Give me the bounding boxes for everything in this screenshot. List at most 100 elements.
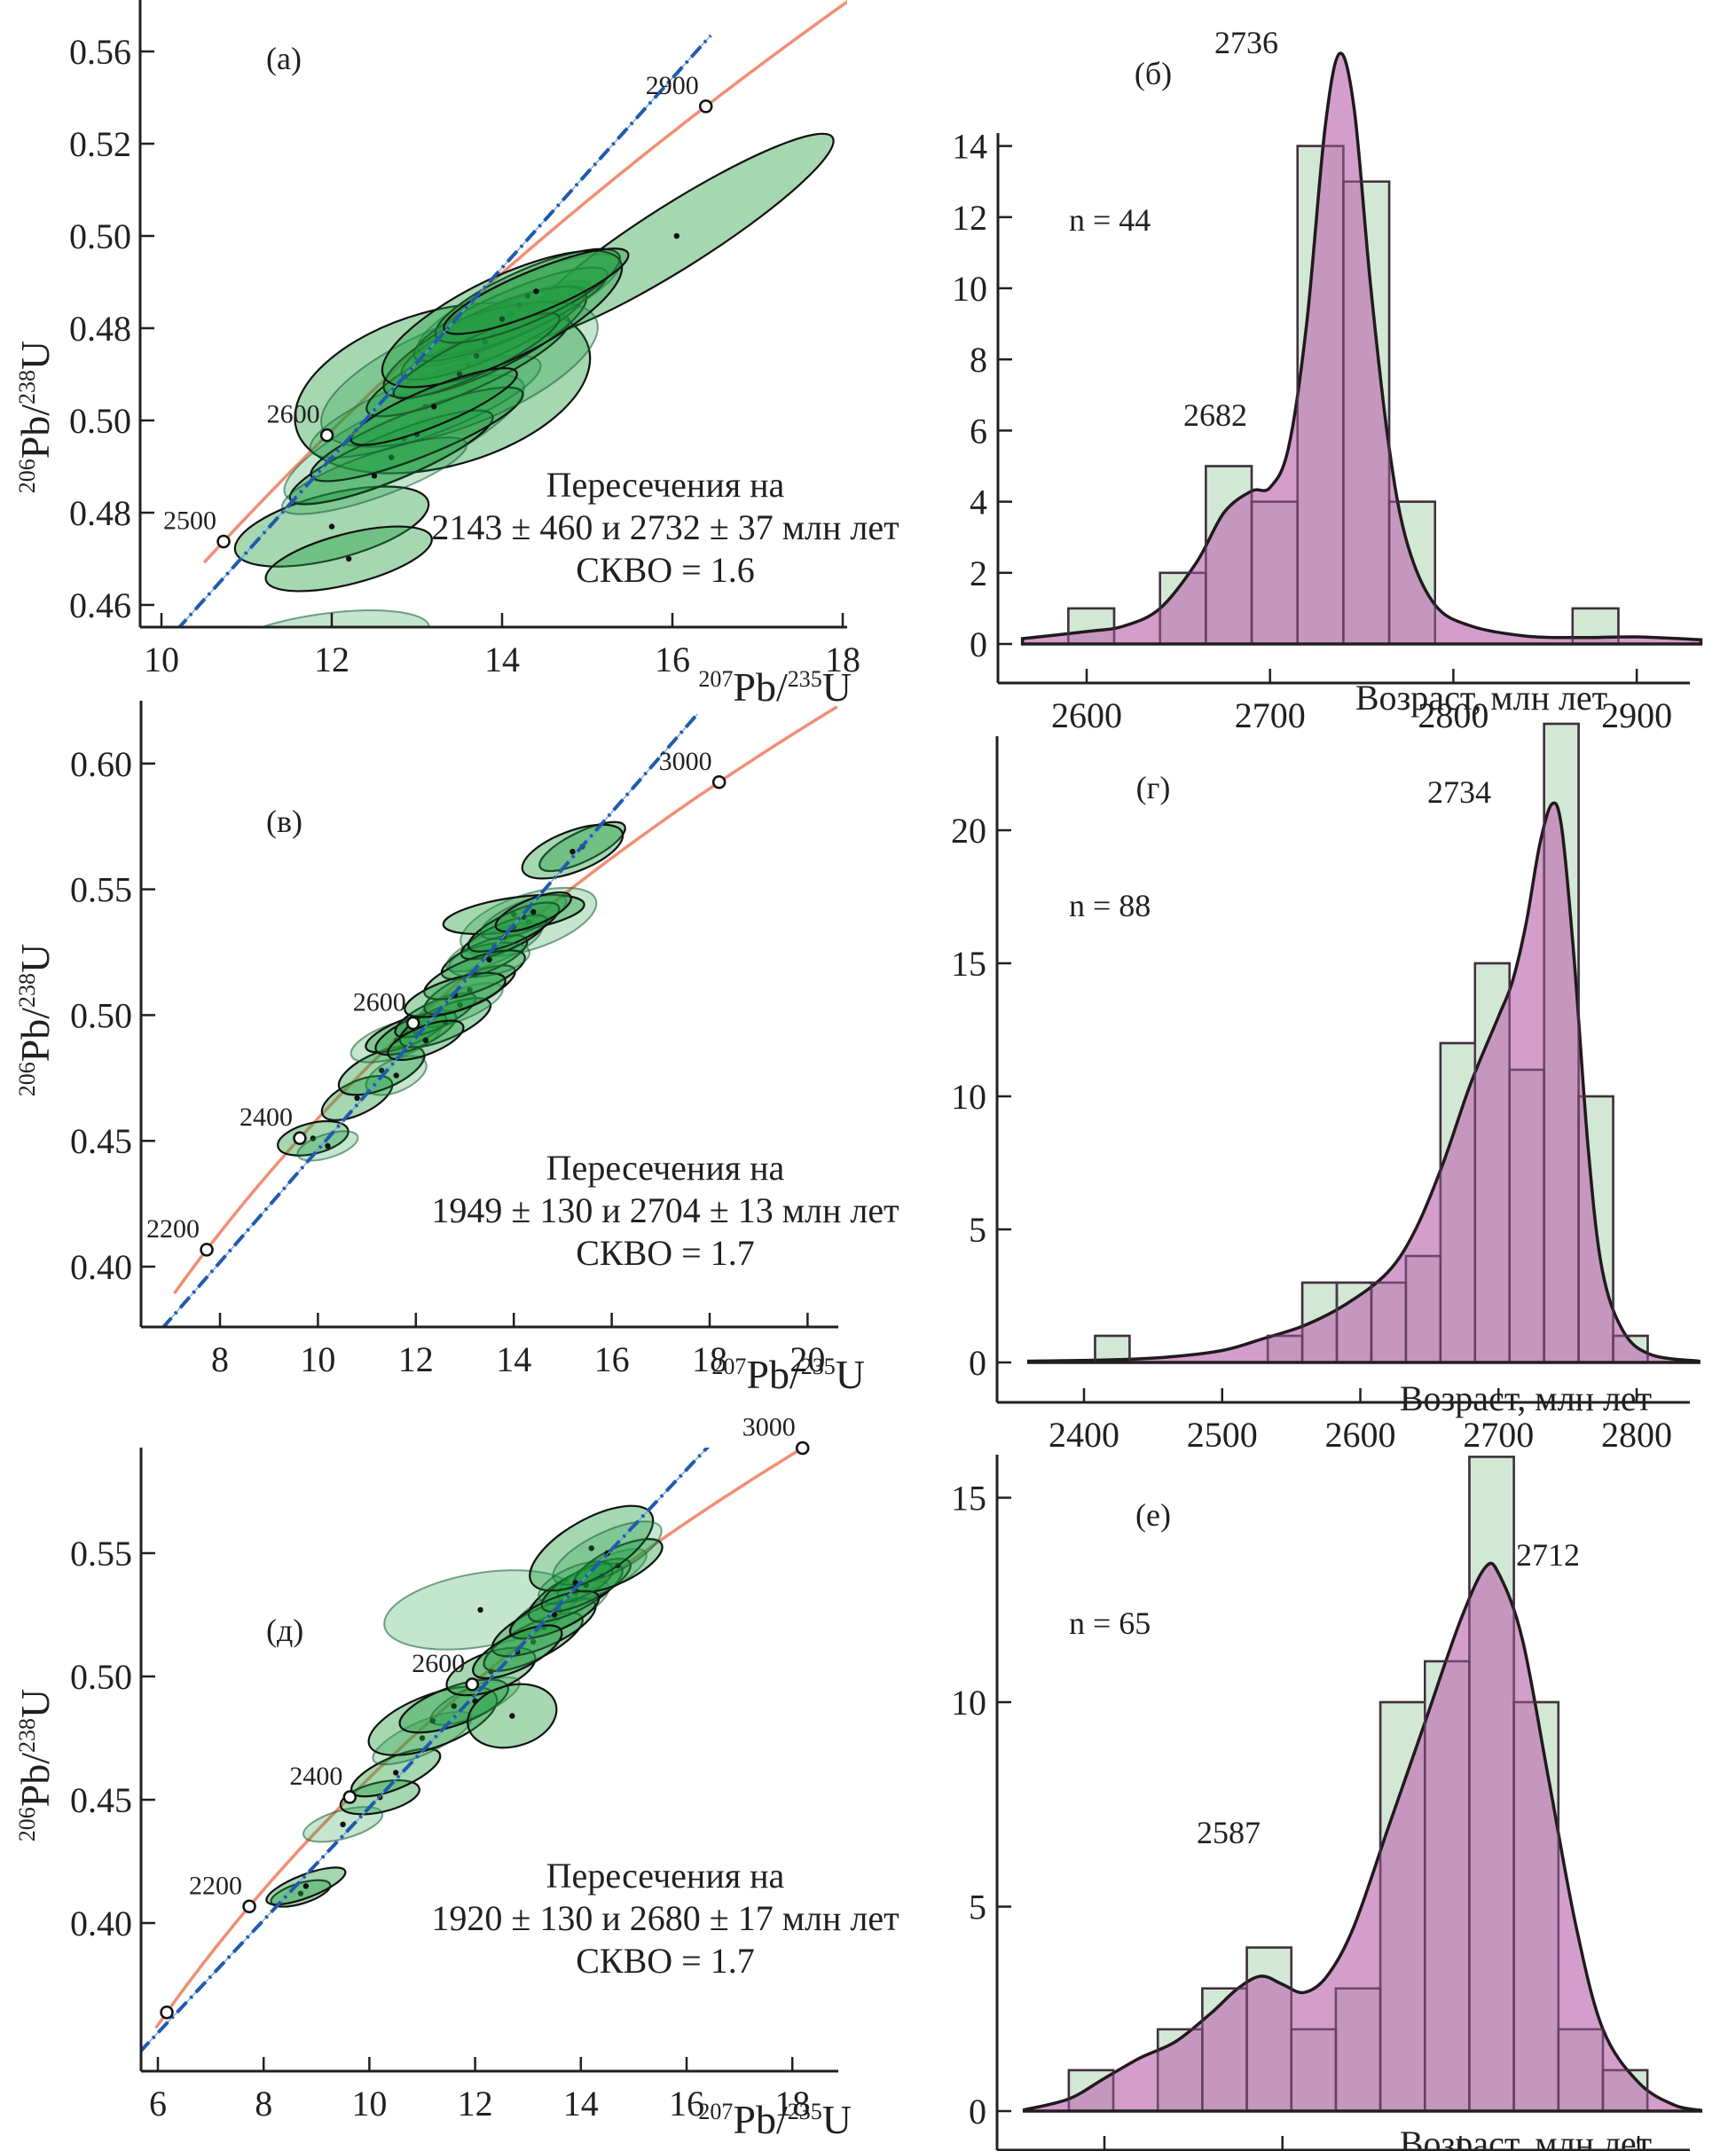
ellipse-center-dot [507,311,514,318]
ellipse-center-dot [378,1067,385,1073]
y-tick-label: 0.50 [70,1657,132,1697]
x-tick-label: 16 [655,640,690,679]
x-tick-label: 2700 [1463,1415,1534,1455]
y-tick-label: 4 [970,483,987,522]
x-tick-label: 10 [144,640,179,679]
intercept-annotation: Пересечения на [546,1856,785,1896]
y-tick-label: 20 [951,811,986,851]
concordia-age-label: 3000 [742,1413,796,1442]
axis-title-sup1: 206 [14,1807,40,1841]
y-tick-label: 0.46 [69,585,131,625]
plot-area [1026,722,1701,1364]
axis-title-sup2: 238 [14,1718,40,1753]
y-tick-label: 0.55 [70,1534,132,1574]
ellipse-center-dot [354,1095,360,1102]
x-tick-label: 8 [255,2084,272,2124]
panel-d: 2200 2400 2600 3000 6 8 10 12 14 16 18 0.40 0.45 0.50… [12,1413,899,2142]
axis-title-main1: Pb/ [12,1753,58,1808]
ellipse-center-dot [588,1545,594,1551]
ellipse-center-dot [474,353,480,359]
concordia-age-marker [698,99,713,114]
axis-title-sup1: 207 [711,1354,746,1379]
discordia-line [161,712,699,1327]
ellipse-center-dot [325,1142,331,1150]
panel-a: 2500 2600 2900 10 12 14 16 18 0.46 0.48 0.50 0.48 0.… [12,0,899,710]
concordia-age-marker [242,1899,256,1914]
y-tick-label: 0.48 [69,493,131,533]
x-tick-label: 16 [669,2084,704,2124]
axis-title-sup2: 238 [14,370,40,404]
y-tick-label: 2 [970,553,987,593]
x-tick-label: 2600 [1325,1415,1396,1455]
x-tick-label: 18 [692,1339,727,1379]
ellipse-center-dot [482,339,488,345]
y-tick-label: 15 [951,1479,986,1519]
x-tick-label: 14 [496,1339,531,1379]
ellipse-center-dot [467,986,473,993]
ellipse-center-dot [530,908,537,915]
panel-v: 2200 2400 2600 3000 8 10 12 14 16 18 20 0.40 0.45 0.5… [12,701,899,1397]
x-axis-title: 207Pb/235U [698,2097,852,2142]
intercept-annotation: СКВО = 1.6 [576,550,754,590]
panel-b: 2600 2700 2800 2900 0 2 4 6 8 10 12 14 Возраст, млн … [952,25,1703,735]
intercept-annotation: СКВО = 1.7 [576,1941,754,1981]
panel-label: (а) [266,41,302,76]
x-tick-label: 10 [300,1339,335,1379]
axis-title-main2: U [822,664,852,710]
concordia-curve [154,1448,806,2029]
plot-area [177,0,847,627]
intercept-annotation: СКВО = 1.7 [576,1233,754,1273]
axis-title-main2: U [12,1689,58,1718]
concordia-age-label: 2400 [289,1762,342,1791]
x-tick-label: 2800 [1418,695,1489,735]
concordia-age-marker [465,1677,479,1692]
x-axis-title: Возраст, млн лет [1355,678,1607,718]
concordia-age-label: 2900 [646,71,699,100]
concordia-age-label: 2600 [267,400,320,429]
axis-title-main2: U [12,944,58,973]
concordia-curve [202,0,847,564]
ellipse-center-dot [457,1001,463,1009]
intercept-annotation: Пересечения на [546,465,785,505]
ellipse-center-dot [389,454,395,460]
concordia-age-label: 2500 [163,506,216,535]
y-tick-label: 12 [952,198,987,238]
axis-title-sup2: 235 [788,2099,822,2124]
ellipse-center-dot [328,523,335,530]
ellipse-center-dot [530,1638,537,1645]
concordia-age-marker [795,1441,810,1456]
intercept-annotation: 1949 ± 130 и 2704 ± 13 млн лет [431,1190,899,1230]
discordia-line [141,1448,711,2053]
concordia-age-marker [711,775,727,789]
ellipse-center-dot [419,1735,426,1741]
y-tick-label: 0.50 [70,995,132,1035]
ellipse-center-dot [456,371,463,378]
concordia-age-label: 2400 [240,1103,293,1132]
y-tick-label: 0.60 [70,744,132,784]
x-tick-label: 2700 [1235,695,1306,735]
concordia-age-marker [160,2005,174,2020]
y-tick-label: 5 [969,1210,986,1250]
x-axis-title: 207Pb/235U [698,664,852,710]
x-tick-label: 2500 [1187,1415,1258,1455]
sample-size-label: n = 44 [1069,202,1151,238]
concordia-age-label: 2200 [146,1214,200,1244]
x-tick-label: 12 [398,1339,434,1379]
ellipse-center-dot [393,1770,399,1776]
concordia-age-marker [405,1016,420,1031]
ellipse-center-dot [499,316,506,322]
ellipse-center-dot [346,555,352,562]
axis-title-main2: U [836,1352,865,1397]
intercept-annotation: 2143 ± 460 и 2732 ± 37 млн лет [431,507,899,547]
ellipse-center-dot [551,1612,558,1618]
ellipse-center-dot [524,293,530,299]
concordia-age-label: 2600 [353,987,406,1017]
concordia-age-label: 3000 [659,747,712,776]
plot-area [141,1448,806,2053]
axis-title-main1: Pb/ [12,1008,58,1063]
concordia-age-label: 2600 [412,1649,465,1678]
x-tick-label: 2400 [1049,1415,1119,1455]
axis-title-main1: Pb/ [733,2097,788,2142]
ellipse-center-dot [422,1037,429,1043]
axis-title-main1: Pb/ [12,404,58,459]
